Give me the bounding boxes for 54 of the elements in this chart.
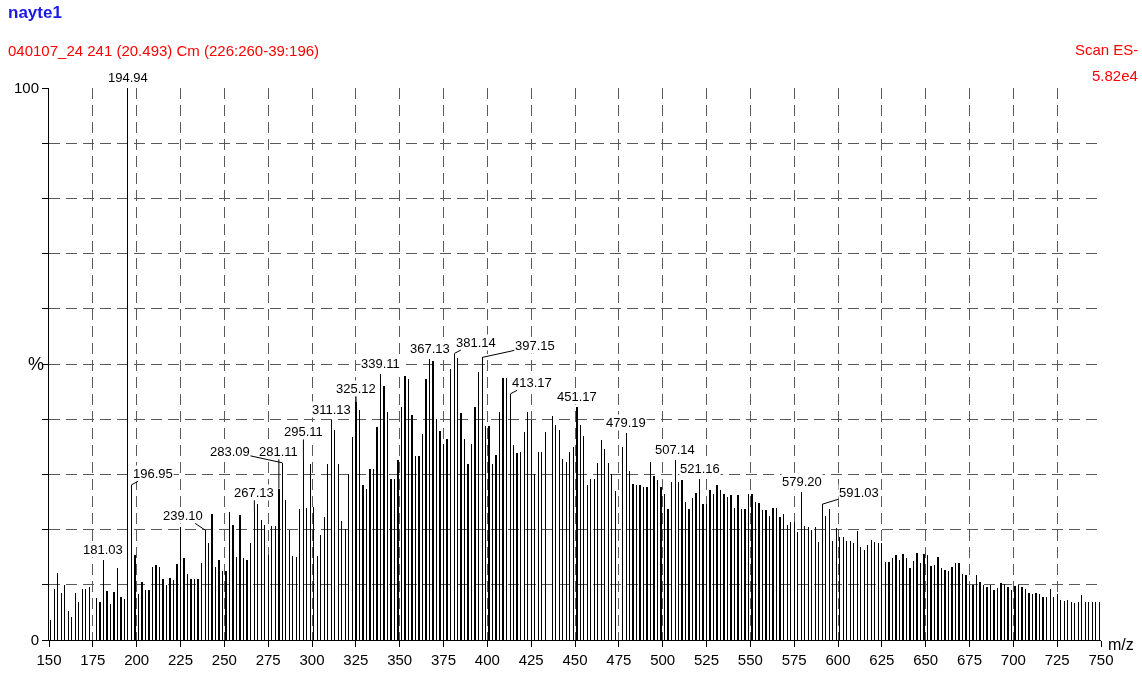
y-tick-label: 100: [13, 79, 39, 97]
x-axis-title: m/z: [1108, 636, 1134, 653]
annotation: 281.11: [259, 444, 298, 459]
x-tick-label: 400: [474, 651, 500, 668]
annotation: 339.11: [361, 356, 400, 371]
x-tick-label: 275: [255, 651, 281, 668]
annotation: 239.10: [163, 508, 203, 523]
x-tick-label: 575: [781, 651, 807, 668]
annotation: 591.03: [839, 485, 879, 500]
annotation: 579.20: [782, 474, 822, 489]
text: Scan ES-: [1075, 41, 1139, 58]
x-tick-label: 325: [343, 651, 369, 668]
annotation: 181.03: [83, 542, 123, 557]
annotation: 267.13: [234, 485, 274, 500]
annotation: 311.13: [312, 402, 351, 417]
annotation: 283.09: [210, 444, 250, 459]
text: 5.82e4: [1092, 67, 1138, 84]
x-tick-label: 225: [167, 651, 194, 668]
x-tick-label: 350: [387, 651, 413, 668]
y-tick-label: 0: [30, 631, 39, 649]
y-axis-title: %: [28, 354, 45, 374]
annotation: 295.11: [284, 424, 323, 439]
x-tick-label: 625: [869, 651, 895, 668]
annotation: 397.15: [515, 338, 555, 353]
annotation: 196.95: [133, 466, 173, 481]
annotation: 451.17: [557, 389, 597, 404]
annotation: 413.17: [512, 375, 552, 390]
x-tick-label: 425: [518, 651, 544, 668]
annotation: 325.12: [336, 381, 376, 396]
x-tick-label: 675: [956, 651, 983, 668]
annotation: 507.14: [655, 442, 695, 457]
x-tick-label: 750: [1088, 651, 1114, 668]
x-tick-label: 175: [80, 651, 106, 668]
x-tick-label: 150: [36, 651, 62, 668]
x-tick-label: 200: [124, 651, 150, 668]
chart-subtitle: 040107_24 241 (20.493) Cm (226:260-39:196): [8, 42, 320, 60]
x-tick-label: 600: [825, 651, 851, 668]
annotation: 194.94: [108, 70, 148, 85]
x-tick-label: 300: [299, 651, 325, 668]
x-tick-label: 700: [1000, 651, 1026, 668]
x-tick-label: 725: [1044, 651, 1070, 668]
x-tick-label: 525: [693, 651, 720, 668]
x-tick-label: 250: [211, 651, 237, 668]
x-tick-label: 375: [430, 651, 457, 668]
annotation: 367.13: [410, 341, 450, 356]
annotation: 479.19: [606, 415, 646, 430]
x-tick-label: 550: [737, 651, 763, 668]
x-tick-label: 450: [562, 651, 588, 668]
x-tick-label: 500: [650, 651, 676, 668]
annotation: 521.16: [680, 461, 720, 476]
annotation: 381.14: [456, 335, 496, 350]
x-tick-label: 650: [913, 651, 939, 668]
x-tick-label: 475: [606, 651, 632, 668]
chart-title: nayte1: [8, 2, 62, 22]
